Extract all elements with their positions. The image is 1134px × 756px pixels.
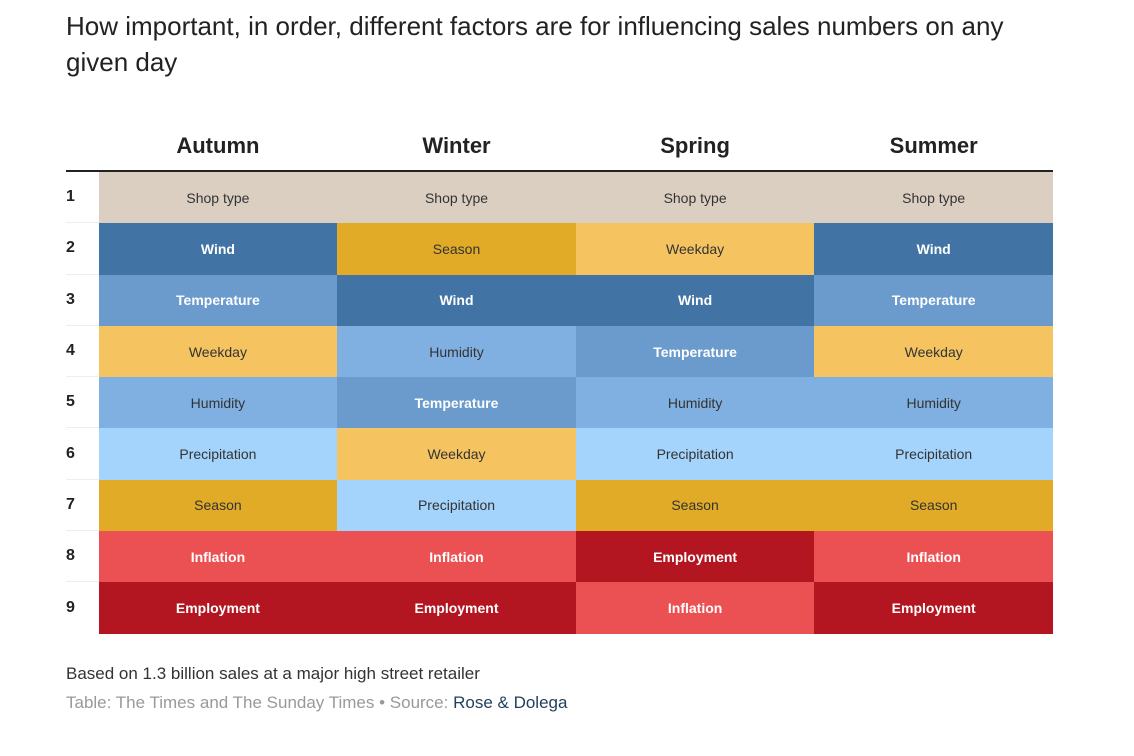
table-cell: Shop type: [337, 172, 576, 224]
table-cell: Temperature: [337, 377, 576, 429]
table-cell: Employment: [814, 582, 1053, 634]
table-row: 5 Humidity Temperature Humidity Humidity: [66, 377, 1053, 429]
table-row: 4 Weekday Humidity Temperature Weekday: [66, 325, 1053, 378]
table-cell: Season: [337, 223, 576, 275]
column-header-winter: Winter: [422, 133, 491, 158]
source-link[interactable]: Rose & Dolega: [453, 693, 568, 712]
rank-label: 1: [66, 172, 99, 224]
table-row: 9 Employment Employment Inflation Employment: [66, 582, 1053, 634]
table-row: 7 Season Precipitation Season Season: [66, 479, 1053, 532]
table-cell: Weekday: [337, 428, 576, 480]
rank-label: 8: [66, 531, 99, 583]
table-cell: Humidity: [814, 377, 1053, 429]
table-cell: Inflation: [98, 531, 338, 583]
rank-label: 3: [66, 275, 99, 326]
rank-label: 5: [66, 377, 99, 429]
table-cell: Precipitation: [98, 428, 338, 480]
column-header-spring: Spring: [660, 133, 730, 158]
table-cell: Employment: [337, 582, 576, 634]
rank-label: 2: [66, 223, 99, 275]
rank-label: 7: [66, 480, 99, 532]
table-cell: Temperature: [575, 325, 815, 378]
chart-credit: Table: The Times and The Sunday Times • …: [66, 693, 567, 713]
table-cell: Wind: [98, 223, 338, 275]
table-cell: Humidity: [98, 377, 338, 429]
table-cell: Employment: [575, 531, 815, 583]
table-cell: Weekday: [98, 325, 338, 378]
rank-label: 6: [66, 428, 99, 480]
column-header-summer: Summer: [889, 133, 978, 158]
table-cell: Season: [814, 479, 1053, 532]
table-cell: Shop type: [98, 172, 338, 224]
table-row: 3 Temperature Wind Wind Temperature: [66, 274, 1053, 326]
table-cell: Humidity: [337, 325, 576, 378]
table-cell: Precipitation: [575, 428, 815, 480]
table-header-row: Autumn Winter Spring Summer: [66, 126, 1053, 172]
table-cell: Weekday: [814, 325, 1053, 378]
rank-label: 9: [66, 599, 75, 617]
table-cell: Temperature: [814, 274, 1053, 326]
table-cell: Shop type: [575, 172, 815, 224]
table-cell: Wind: [575, 274, 815, 326]
chart-title: How important, in order, different facto…: [66, 11, 1004, 77]
table-cell: Weekday: [575, 223, 815, 275]
table-cell: Temperature: [98, 274, 338, 326]
table-cell: Season: [98, 479, 338, 532]
table-cell: Inflation: [337, 531, 576, 583]
table-row: 8 Inflation Inflation Employment Inflation: [66, 531, 1053, 583]
table-cell: Wind: [337, 274, 576, 326]
table-cell: Precipitation: [814, 428, 1053, 480]
table-cell: Season: [575, 479, 815, 532]
table-cell: Shop type: [814, 172, 1053, 224]
table-cell: Wind: [814, 223, 1053, 275]
table-cell: Employment: [98, 582, 338, 634]
chart-note: Based on 1.3 billion sales at a major hi…: [66, 664, 480, 683]
table-cell: Humidity: [575, 377, 815, 429]
column-header-autumn: Autumn: [176, 133, 260, 158]
table-row: 1 Shop type Shop type Shop type Shop type: [66, 172, 1053, 224]
table-row: 2 Wind Season Weekday Wind: [66, 223, 1053, 275]
table-cell: Precipitation: [337, 479, 576, 532]
ranking-table: Autumn Winter Spring Summer 1 Shop type Sh…: [66, 126, 1053, 634]
credit-prefix: Table: The Times and The Sunday Times • …: [66, 693, 454, 712]
table-row: 6 Precipitation Weekday Precipitation Precip…: [66, 428, 1053, 480]
rank-header: [66, 126, 99, 170]
table-cell: Inflation: [575, 582, 815, 634]
rank-label: 4: [66, 326, 99, 378]
table-body: 1 Shop type Shop type Shop type Shop type 2 Wi…: [66, 172, 1053, 634]
table-cell: Inflation: [814, 531, 1053, 583]
